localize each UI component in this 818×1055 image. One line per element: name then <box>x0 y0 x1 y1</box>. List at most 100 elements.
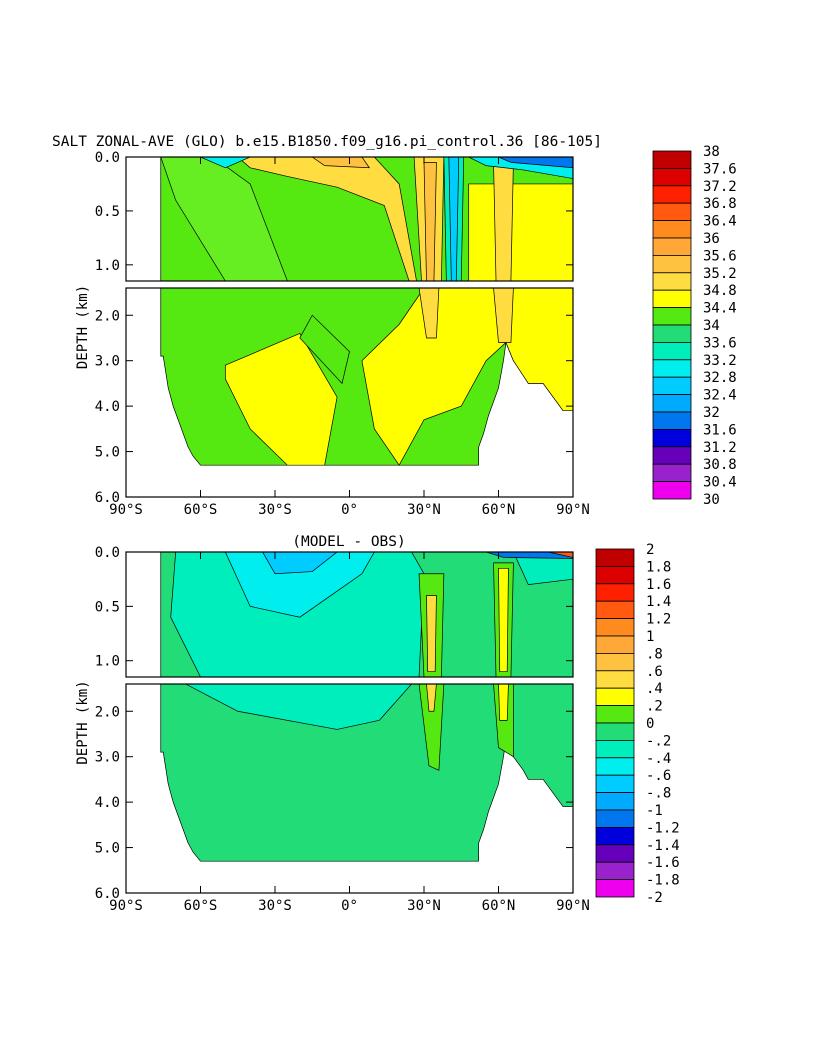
colorbar-swatch <box>652 289 692 309</box>
contour-region <box>448 157 460 281</box>
colorbar-swatch <box>652 237 692 256</box>
colorbar-swatch <box>652 324 692 343</box>
contour-region <box>513 552 573 585</box>
colorbar-label: 37.6 <box>703 161 737 177</box>
y-tick-label: 5.0 <box>95 445 120 461</box>
colorbar-swatch <box>652 307 692 326</box>
y-tick-label: 4.0 <box>95 399 120 415</box>
x-tick-label: 90°N <box>556 898 590 914</box>
colorbar-swatch <box>595 687 635 707</box>
colorbar-swatch <box>652 220 692 239</box>
colorbar-label: .2 <box>646 699 663 715</box>
contour-region <box>493 288 514 343</box>
colorbar-label: 31.6 <box>703 422 737 438</box>
colorbar-label: 30.4 <box>703 475 737 491</box>
colorbar-swatch <box>595 792 635 811</box>
contour-region <box>185 684 413 730</box>
colorbar-swatch <box>652 446 692 465</box>
y-tick-label: 2.0 <box>95 308 120 324</box>
lower-base-field <box>160 684 573 862</box>
colorbar-swatch <box>652 272 692 291</box>
colorbar: 21.81.61.41.21.8.6.4.20-.2-.4-.6-.8-1-1.… <box>595 542 680 906</box>
colorbar: 3837.637.236.836.43635.635.234.834.43433… <box>652 144 737 508</box>
contour-region <box>426 684 437 712</box>
y-tick-label: 4.0 <box>95 795 120 811</box>
y-tick-label: 1.0 <box>95 654 120 670</box>
colorbar-label: 30.8 <box>703 457 737 473</box>
colorbar-swatch <box>595 583 635 602</box>
colorbar-label: -.6 <box>646 768 671 784</box>
contour-region <box>418 684 445 771</box>
colorbar-label: -1.4 <box>646 838 680 854</box>
colorbar-swatch <box>652 185 692 204</box>
colorbar-label: 1.8 <box>646 559 671 575</box>
colorbar-swatch <box>652 359 692 378</box>
contour-region <box>361 288 573 466</box>
colorbar-label: -.4 <box>646 751 671 767</box>
colorbar-label: 35.6 <box>703 248 737 264</box>
colorbar-swatch <box>652 394 692 413</box>
colorbar-label: 32 <box>703 405 720 421</box>
y-tick-label: 2.0 <box>95 704 120 720</box>
colorbar-swatch <box>595 635 635 654</box>
x-tick-label: 30°N <box>407 898 441 914</box>
x-tick-label: 30°S <box>258 502 292 518</box>
colorbar-label: 1.2 <box>646 612 671 628</box>
colorbar-swatch <box>595 548 635 567</box>
y-tick-label: 0.5 <box>95 204 120 220</box>
contour-region <box>493 162 514 281</box>
colorbar-label: 32.4 <box>703 388 737 404</box>
contour-region <box>200 157 251 169</box>
y-axis-label: DEPTH (km) <box>75 680 91 764</box>
colorbar-swatch <box>652 428 692 448</box>
colorbar-label: 33.2 <box>703 353 737 369</box>
y-tick-label: 0.0 <box>95 150 120 166</box>
contour-region <box>299 314 350 385</box>
contour-region <box>468 183 573 281</box>
colorbar-label: 1 <box>646 629 654 645</box>
colorbar-label: 38 <box>703 144 720 160</box>
colorbar-swatch <box>595 757 635 776</box>
colorbar-swatch <box>652 202 692 221</box>
colorbar-label: 1.4 <box>646 594 671 610</box>
y-tick-label: 1.0 <box>95 258 120 274</box>
contour-region <box>548 552 573 558</box>
contour-region <box>160 157 288 281</box>
colorbar-label: 35.2 <box>703 266 737 282</box>
colorbar-label: -1.8 <box>646 873 680 889</box>
colorbar-label: 31.2 <box>703 440 737 456</box>
upper-plot-area <box>160 552 573 677</box>
x-tick-label: 0° <box>341 898 358 914</box>
contour-region <box>498 157 573 169</box>
y-tick-label: 3.0 <box>95 750 120 766</box>
colorbar-label: -1 <box>646 803 663 819</box>
colorbar-swatch <box>652 411 692 430</box>
y-tick-label: 6.0 <box>95 886 120 902</box>
colorbar-swatch <box>595 844 635 863</box>
colorbar-label: -1.6 <box>646 855 680 871</box>
colorbar-swatch <box>595 618 635 637</box>
colorbar-swatch <box>652 254 692 274</box>
colorbar-swatch <box>595 705 635 724</box>
x-tick-label: 60°N <box>482 502 516 518</box>
lower-plot-area <box>160 288 573 466</box>
colorbar-swatch <box>595 809 635 828</box>
y-tick-label: 6.0 <box>95 490 120 506</box>
colorbar-label: -2 <box>646 890 663 906</box>
y-tick-label: 3.0 <box>95 354 120 370</box>
colorbar-swatch <box>652 376 692 396</box>
colorbar-swatch <box>595 600 635 620</box>
x-tick-label: 30°N <box>407 502 441 518</box>
colorbar-label: 33.6 <box>703 335 737 351</box>
contour-region <box>426 595 437 672</box>
colorbar-swatch <box>652 341 692 361</box>
y-tick-label: 0.5 <box>95 599 120 615</box>
chart-panel-1: SALT ZONAL-AVE (GLO) b.e15.B1850.f09_g16… <box>52 134 737 518</box>
x-tick-label: 60°N <box>482 898 516 914</box>
chart-panel-2: (MODEL - OBS) DEPTH (km) 0.0 0.5 1.0 2.0 3.0 4.… <box>75 534 680 914</box>
colorbar-label: -.8 <box>646 786 671 802</box>
colorbar-swatch <box>595 566 635 585</box>
colorbar-label: 37.2 <box>703 179 737 195</box>
contour-region <box>485 552 573 559</box>
